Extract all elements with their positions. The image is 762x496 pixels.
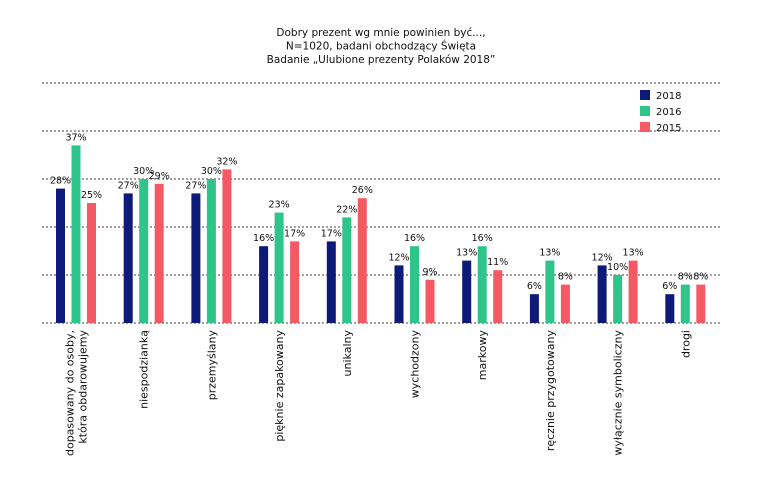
- bar-2016: [139, 179, 149, 323]
- data-label: 25%: [81, 190, 102, 201]
- bar-2018: [597, 265, 607, 323]
- data-label: 16%: [253, 233, 274, 244]
- category-tick-label-line: drogi: [679, 330, 692, 358]
- data-label: 6%: [527, 281, 542, 292]
- category-tick-label-line: wyłącznie symboliczny: [612, 330, 625, 456]
- data-label: 30%: [133, 166, 154, 177]
- data-label: 13%: [623, 248, 644, 259]
- legend-swatch-2016: [640, 106, 650, 116]
- data-label: 32%: [216, 156, 237, 167]
- bar-2016: [71, 145, 81, 323]
- category-tick-label-line: pięknie zapakowany: [273, 330, 286, 442]
- category-tick-label-line: wychodzony: [409, 330, 422, 399]
- category-tick-label: pięknie zapakowany: [273, 330, 286, 442]
- chart-title: Dobry prezent wg mnie powinien być...,N=…: [267, 27, 496, 66]
- bar-2016: [613, 275, 623, 323]
- category-tick-label: ręcznie przygotowany: [544, 330, 557, 452]
- chart-title-line: Dobry prezent wg mnie powinien być...,: [276, 27, 485, 39]
- data-label: 22%: [336, 204, 357, 215]
- bar-2018: [665, 294, 675, 323]
- bar-2016: [274, 212, 284, 323]
- data-label: 13%: [539, 248, 560, 259]
- category-tick-label-line: ręcznie przygotowany: [544, 330, 557, 452]
- bar-2015: [357, 198, 367, 323]
- bar-2018: [123, 193, 133, 323]
- data-label: 30%: [201, 166, 222, 177]
- data-label: 23%: [269, 200, 290, 211]
- bar-2018: [394, 265, 404, 323]
- bar-2018: [259, 246, 269, 323]
- category-tick-label: dopasowany do osoby,która obdarowujemy: [64, 330, 90, 457]
- data-label: 26%: [352, 185, 373, 196]
- bar-2016: [680, 284, 690, 323]
- category-tick-label-line: unikalny: [341, 330, 354, 377]
- data-label: 8%: [693, 272, 708, 283]
- legend-label: 2016: [656, 107, 681, 118]
- value-labels: 28%37%25%27%30%29%27%30%32%16%23%17% 17%2…: [50, 132, 708, 292]
- bar-2016: [545, 260, 555, 323]
- data-label: 28%: [50, 176, 71, 187]
- legend: 2018 2016 2015: [640, 90, 681, 134]
- bar-2015: [696, 284, 706, 323]
- bar-2015: [87, 203, 96, 323]
- category-tick-label: drogi: [679, 330, 692, 358]
- bar-2016: [342, 217, 352, 323]
- category-tick-label-line: przemyślany: [205, 330, 218, 401]
- data-label: 16%: [472, 233, 493, 244]
- data-label: 13%: [456, 248, 477, 259]
- legend-label: 2015: [656, 123, 681, 134]
- data-label: 27%: [118, 180, 139, 191]
- data-label: 17%: [321, 228, 342, 239]
- data-label: 8%: [678, 272, 693, 283]
- data-label: 11%: [487, 257, 508, 268]
- bar-2018: [529, 294, 539, 323]
- data-label: 10%: [607, 262, 628, 273]
- category-tick-label-line: markowy: [476, 330, 489, 381]
- bar-2016: [477, 246, 487, 323]
- category-tick-label: wychodzony: [409, 330, 422, 399]
- category-tick-label: przemyślany: [205, 330, 218, 401]
- bar-2018: [326, 241, 336, 323]
- data-label: 17%: [284, 228, 305, 239]
- legend-label: 2018: [656, 91, 681, 102]
- data-label: 12%: [388, 252, 409, 263]
- data-label: 16%: [404, 233, 425, 244]
- category-labels: dopasowany do osoby,która obdarowujemy ni…: [64, 330, 693, 457]
- data-label: 37%: [65, 132, 86, 143]
- bar-2015: [628, 260, 638, 323]
- data-label: 12%: [592, 252, 613, 263]
- bar-2015: [290, 241, 300, 323]
- legend-swatch-2015: [640, 122, 650, 132]
- category-tick-label: wyłącznie symboliczny: [612, 330, 625, 456]
- category-tick-label-line: która obdarowujemy: [77, 330, 90, 444]
- bar-2018: [56, 188, 65, 323]
- data-label: 9%: [422, 267, 437, 278]
- bar-2016: [410, 246, 419, 323]
- chart-title-line: N=1020, badani obchodzący Święta: [286, 40, 476, 53]
- category-tick-label: markowy: [476, 330, 489, 381]
- chart-title-line: Badanie „Ulubione prezenty Polaków 2018”: [267, 54, 496, 66]
- category-tick-label-line: dopasowany do osoby,: [64, 330, 77, 456]
- bar-2018: [191, 193, 201, 323]
- category-tick-label: unikalny: [341, 330, 354, 377]
- bar-2015: [425, 279, 435, 323]
- data-label: 8%: [558, 272, 573, 283]
- legend-swatch-2018: [640, 90, 650, 100]
- bar-2016: [206, 179, 216, 323]
- bar-2015: [493, 270, 503, 323]
- bar-2018: [462, 260, 472, 323]
- bars: [56, 145, 706, 323]
- data-label: 27%: [185, 180, 206, 191]
- bar-2015: [154, 183, 164, 323]
- bar-2015: [560, 284, 570, 323]
- category-tick-label-line: niespodzianką: [138, 330, 151, 409]
- data-label: 6%: [662, 281, 677, 292]
- data-label: 29%: [149, 171, 170, 182]
- category-tick-label: niespodzianką: [138, 330, 151, 409]
- bar-2015: [222, 169, 232, 323]
